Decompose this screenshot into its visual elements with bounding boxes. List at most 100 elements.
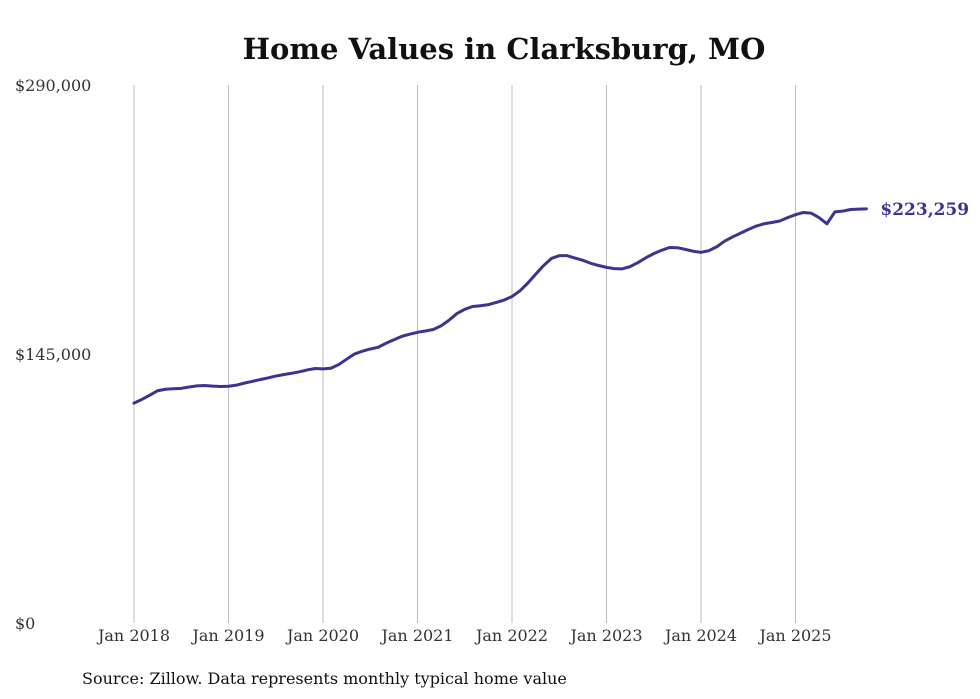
data-point — [495, 301, 497, 303]
data-point — [196, 385, 198, 387]
data-point — [582, 259, 584, 261]
data-point — [338, 363, 340, 365]
y-axis: $0 $145,000 $290,000 — [15, 76, 91, 633]
data-point — [219, 385, 221, 387]
data-point — [818, 216, 820, 218]
data-point — [550, 257, 552, 259]
data-point — [731, 236, 733, 238]
data-point — [574, 257, 576, 259]
data-point — [755, 225, 757, 227]
data-point — [684, 248, 686, 250]
data-point — [408, 333, 410, 335]
data-point — [345, 358, 347, 360]
y-tick-label: $290,000 — [15, 76, 91, 95]
data-point — [212, 385, 214, 387]
data-point — [534, 273, 536, 275]
data-point — [204, 384, 206, 386]
data-point — [637, 261, 639, 263]
data-point — [700, 251, 702, 253]
x-tick-label: Jan 2019 — [190, 626, 264, 645]
data-point — [613, 267, 615, 269]
x-tick-label: Jan 2021 — [379, 626, 453, 645]
data-point — [645, 257, 647, 259]
data-point — [708, 249, 710, 251]
x-tick-label: Jan 2023 — [568, 626, 642, 645]
data-point — [597, 264, 599, 266]
data-point — [566, 254, 568, 256]
data-point — [747, 228, 749, 230]
data-point — [558, 254, 560, 256]
data-point — [794, 213, 796, 215]
data-point — [306, 369, 308, 371]
data-point — [448, 319, 450, 321]
data-point — [188, 386, 190, 388]
data-point — [865, 208, 867, 210]
data-point — [180, 387, 182, 389]
data-point — [810, 212, 812, 214]
data-point — [786, 216, 788, 218]
data-point — [141, 398, 143, 400]
data-point — [660, 249, 662, 251]
data-point — [322, 368, 324, 370]
data-point — [692, 250, 694, 252]
data-point — [298, 371, 300, 373]
data-point — [723, 240, 725, 242]
data-point — [511, 295, 513, 297]
data-point — [156, 390, 158, 392]
data-point — [290, 372, 292, 374]
data-point — [771, 221, 773, 223]
data-point — [133, 402, 135, 404]
data-point — [487, 303, 489, 305]
y-tick-label: $0 — [15, 614, 35, 633]
data-point — [519, 290, 521, 292]
x-tick-label: Jan 2024 — [663, 626, 737, 645]
data-point — [779, 220, 781, 222]
data-point — [739, 232, 741, 234]
data-point — [440, 325, 442, 327]
data-point — [542, 264, 544, 266]
data-point — [471, 305, 473, 307]
data-point — [464, 308, 466, 310]
data-point — [275, 375, 277, 377]
data-point — [763, 223, 765, 225]
data-point — [282, 373, 284, 375]
x-tick-label: Jan 2025 — [757, 626, 831, 645]
data-point — [857, 208, 859, 210]
data-point — [842, 210, 844, 212]
data-point — [393, 339, 395, 341]
data-point — [676, 247, 678, 249]
data-point — [149, 394, 151, 396]
data-point — [629, 265, 631, 267]
end-value-label: $223,259 — [880, 200, 969, 220]
series-line — [132, 207, 868, 405]
data-point — [377, 346, 379, 348]
data-point — [456, 312, 458, 314]
data-point — [716, 246, 718, 248]
data-point — [164, 388, 166, 390]
data-point — [432, 328, 434, 330]
data-point — [424, 330, 426, 332]
data-point — [826, 223, 828, 225]
data-point — [621, 268, 623, 270]
chart-title: Home Values in Clarksburg, MO — [243, 32, 766, 66]
data-point — [503, 299, 505, 301]
data-point — [401, 335, 403, 337]
x-tick-label: Jan 2018 — [96, 626, 170, 645]
x-tick-label: Jan 2020 — [285, 626, 359, 645]
data-point — [361, 350, 363, 352]
data-point — [668, 246, 670, 248]
data-point — [227, 385, 229, 387]
data-point — [243, 382, 245, 384]
data-point — [479, 305, 481, 307]
y-tick-label: $145,000 — [15, 345, 91, 364]
data-point — [802, 211, 804, 213]
x-axis: Jan 2018 Jan 2019 Jan 2020 Jan 2021 Jan 2022… — [96, 626, 832, 645]
x-tick-label: Jan 2022 — [474, 626, 548, 645]
data-point — [605, 266, 607, 268]
grid-lines — [133, 85, 796, 623]
data-point — [251, 380, 253, 382]
series-layer: $223,259 — [132, 200, 969, 405]
data-point — [590, 262, 592, 264]
data-point — [267, 377, 269, 379]
